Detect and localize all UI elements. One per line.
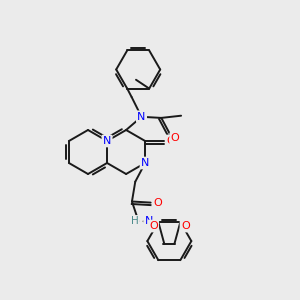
Text: N: N: [141, 158, 149, 168]
Text: N: N: [103, 136, 111, 146]
Text: N: N: [137, 112, 146, 122]
Text: O: O: [149, 221, 158, 231]
Text: N: N: [145, 216, 153, 226]
Text: H: H: [131, 216, 139, 226]
Text: O: O: [167, 136, 175, 146]
Text: O: O: [153, 198, 162, 208]
Text: O: O: [171, 134, 179, 143]
Text: O: O: [181, 221, 190, 231]
